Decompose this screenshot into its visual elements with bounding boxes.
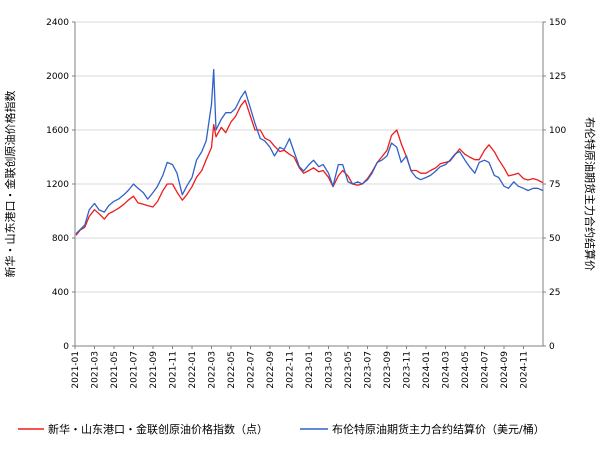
legend-label-index: 新华・山东港口・金联创原油价格指数（点） bbox=[48, 422, 268, 436]
left-tick-label: 2400 bbox=[46, 18, 69, 28]
x-tick-labels: 2021-01 2021-03 2021-05 2021-07 2021-09 2021-… bbox=[71, 346, 530, 389]
left-axis-title: 新华・山东港口・金联创原油价格指数 bbox=[3, 91, 17, 278]
x-tick-label: 2024-11 bbox=[520, 351, 530, 389]
x-tick-label: 2023-03 bbox=[325, 351, 335, 389]
x-tick-label: 2022-07 bbox=[247, 351, 257, 389]
right-tick-label: 125 bbox=[549, 72, 566, 82]
series-lines bbox=[75, 68, 544, 236]
x-tick-label: 2021-07 bbox=[130, 351, 140, 389]
right-tick-label: 50 bbox=[549, 234, 561, 244]
x-tick-label: 2022-03 bbox=[208, 351, 218, 389]
left-tick-label: 400 bbox=[52, 288, 69, 298]
right-tick-label: 75 bbox=[549, 180, 560, 190]
series-line-brent bbox=[75, 68, 544, 235]
right-tick-label: 100 bbox=[549, 126, 566, 136]
right-y-tick-labels: 0 25 50 75 100 125 150 bbox=[543, 18, 566, 352]
left-tick-label: 1200 bbox=[46, 180, 69, 190]
x-tick-label: 2024-09 bbox=[500, 351, 510, 389]
left-tick-label: 2000 bbox=[46, 72, 69, 82]
x-tick-label: 2023-05 bbox=[344, 351, 354, 389]
series-line-index bbox=[75, 99, 544, 236]
x-tick-label: 2022-11 bbox=[286, 351, 296, 389]
left-tick-label: 800 bbox=[52, 234, 69, 244]
left-tick-label: 1600 bbox=[46, 126, 69, 136]
x-tick-label: 2021-05 bbox=[110, 351, 120, 389]
x-tick-label: 2023-11 bbox=[403, 351, 413, 389]
legend-label-brent: 布伦特原油期货主力合约结算价（美元/桶） bbox=[332, 422, 545, 436]
x-tick-label: 2021-11 bbox=[169, 351, 179, 389]
x-tick-label: 2023-07 bbox=[364, 351, 374, 389]
x-tick-label: 2021-03 bbox=[91, 351, 101, 389]
x-tick-label: 2023-09 bbox=[383, 351, 393, 389]
x-tick-label: 2024-07 bbox=[481, 351, 491, 389]
right-axis-title: 布伦特原油期货主力合约结算价 bbox=[583, 117, 597, 271]
left-y-tick-labels: 0 400 800 1200 1600 2000 2400 bbox=[46, 18, 75, 352]
x-tick-label: 2021-01 bbox=[71, 351, 81, 389]
x-tick-label: 2022-05 bbox=[227, 351, 237, 389]
right-tick-label: 0 bbox=[549, 342, 555, 352]
x-tick-label: 2021-09 bbox=[149, 351, 159, 389]
x-tick-label: 2024-03 bbox=[442, 351, 452, 389]
x-tick-label: 2023-01 bbox=[305, 351, 315, 389]
right-tick-label: 150 bbox=[549, 18, 566, 28]
right-tick-label: 25 bbox=[549, 288, 560, 298]
legend: 新华・山东港口・金联创原油价格指数（点） 布伦特原油期货主力合约结算价（美元/桶… bbox=[18, 422, 545, 436]
x-tick-label: 2024-05 bbox=[461, 351, 471, 389]
left-tick-label: 0 bbox=[63, 342, 69, 352]
gridlines bbox=[75, 21, 543, 293]
x-tick-label: 2022-01 bbox=[188, 351, 198, 389]
x-tick-label: 2022-09 bbox=[266, 351, 276, 389]
x-tick-label: 2024-01 bbox=[422, 351, 432, 389]
